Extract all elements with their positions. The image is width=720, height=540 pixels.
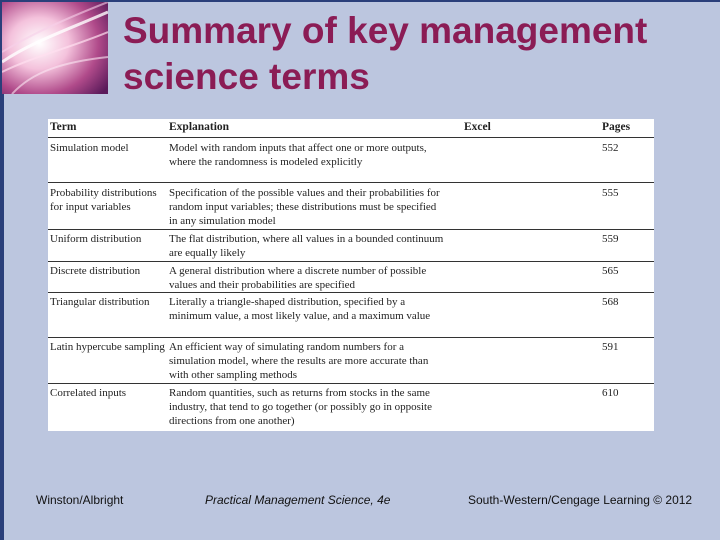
cell-pages: 559 (602, 233, 619, 245)
cell-term: Probability distributions for input vari… (50, 187, 157, 213)
cell-explanation: Specification of the possible values and… (169, 187, 440, 227)
footer-publisher: South-Western/Cengage Learning © 2012 (468, 493, 693, 507)
table-row: Latin hypercube sampling An efficient wa… (48, 338, 654, 384)
table-header-row: Term Explanation Excel Pages (48, 119, 654, 138)
header-pages: Pages (602, 121, 631, 133)
cell-pages: 591 (602, 341, 619, 353)
table-row: Probability distributions for input vari… (48, 184, 654, 230)
header-excel: Excel (464, 121, 491, 133)
table-row: Simulation model Model with random input… (48, 139, 654, 183)
cell-explanation: The flat distribution, where all values … (169, 233, 444, 259)
cell-term: Triangular distribution (50, 296, 150, 308)
footer-book-title: Practical Management Science, 4e (205, 493, 391, 507)
cell-term: Uniform distribution (50, 233, 142, 245)
cell-explanation: A general distribution where a discrete … (169, 265, 427, 291)
cell-pages: 610 (602, 387, 619, 399)
cell-pages: 568 (602, 296, 619, 308)
footer-authors: Winston/Albright (36, 493, 124, 507)
cell-explanation: Random quantities, such as returns from … (169, 387, 432, 427)
cell-term: Discrete distribution (50, 265, 141, 277)
cell-pages: 552 (602, 142, 619, 154)
cell-pages: 565 (602, 265, 619, 277)
cell-explanation: Literally a triangle-shaped distribution… (169, 296, 431, 322)
slide-title: Summary of key management science terms (123, 10, 648, 97)
terms-table: Term Explanation Excel Pages Simulation … (48, 119, 654, 431)
cell-term: Simulation model (50, 142, 129, 154)
cell-explanation: An efficient way of simulating random nu… (169, 341, 429, 381)
header-term: Term (50, 121, 77, 133)
cell-explanation: Model with random inputs that affect one… (169, 142, 427, 168)
table-row: Discrete distribution A general distribu… (48, 262, 654, 293)
cell-term: Latin hypercube sampling (50, 341, 165, 353)
header-explanation: Explanation (169, 121, 230, 133)
table-row: Uniform distribution The flat distributi… (48, 230, 654, 262)
cell-term: Correlated inputs (50, 387, 127, 399)
table-row: Triangular distribution Literally a tria… (48, 293, 654, 338)
cell-pages: 555 (602, 187, 619, 199)
decorative-logo-image (2, 2, 108, 94)
table-row: Correlated inputs Random quantities, suc… (48, 384, 654, 431)
